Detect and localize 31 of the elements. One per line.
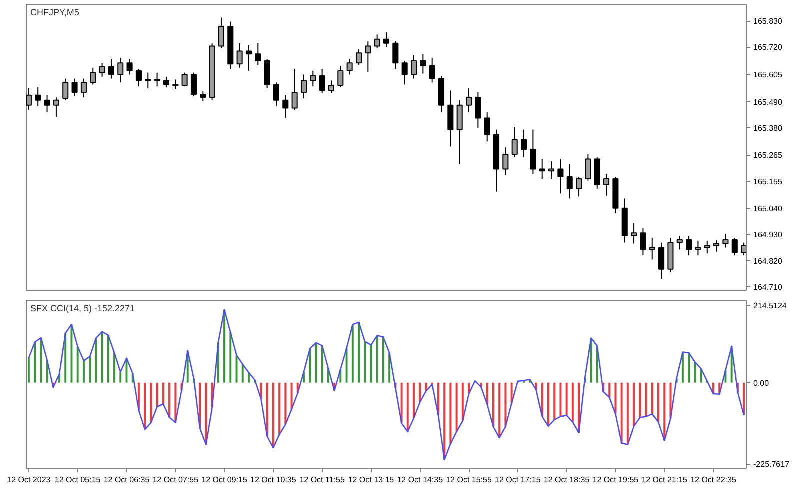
x-tick-label: 12 Oct 13:15 — [348, 476, 395, 484]
x-tick-label: 12 Oct 19:55 — [592, 476, 640, 484]
y-tick-label: 164.930 — [754, 230, 783, 240]
x-tick-label: 12 Oct 11:55 — [300, 476, 346, 484]
y-tick-label: 165.380 — [754, 124, 783, 133]
x-tick-label: 12 Oct 05:15 — [54, 476, 102, 484]
y-tick-label: 165.265 — [754, 151, 783, 160]
y-tick-label: 165.830 — [754, 17, 783, 26]
x-tick-label: 12 Oct 14:35 — [397, 476, 444, 484]
y-tick-label: 214.5124 — [754, 302, 788, 311]
y-tick-label: 165.605 — [754, 70, 783, 80]
y-tick-label: 164.820 — [754, 256, 783, 266]
y-tick-label: 0.00 — [754, 378, 770, 388]
chart-title: CHFJPY,M5 — [30, 8, 80, 18]
y-tick-label: 165.490 — [754, 98, 783, 107]
x-tick-label: 12 Oct 06:35 — [104, 476, 150, 484]
x-tick-label: 12 Oct 18:35 — [544, 476, 590, 484]
x-tick-label: 12 Oct 09:15 — [202, 476, 248, 484]
x-tick-label: 12 Oct 15:55 — [446, 476, 492, 484]
y-tick-label: 165.720 — [754, 43, 783, 52]
y-tick-label: 165.155 — [754, 177, 783, 186]
x-tick-label: 12 Oct 21:15 — [642, 476, 688, 484]
y-tick-label: 165.040 — [754, 204, 783, 214]
x-tick-label: 12 Oct 22:35 — [690, 476, 737, 484]
x-tick-label: 12 Oct 17:15 — [495, 476, 542, 484]
x-tick-label: 12 Oct 10:35 — [250, 476, 297, 484]
chart-title: SFX CCI(14, 5) -152.2271 — [30, 304, 136, 314]
x-tick-label: 12 Oct 07:55 — [152, 476, 200, 484]
x-tick-label: 12 Oct 2023 — [7, 476, 52, 484]
y-tick-label: -225.7617 — [754, 460, 790, 470]
y-tick-label: 164.710 — [754, 282, 783, 292]
